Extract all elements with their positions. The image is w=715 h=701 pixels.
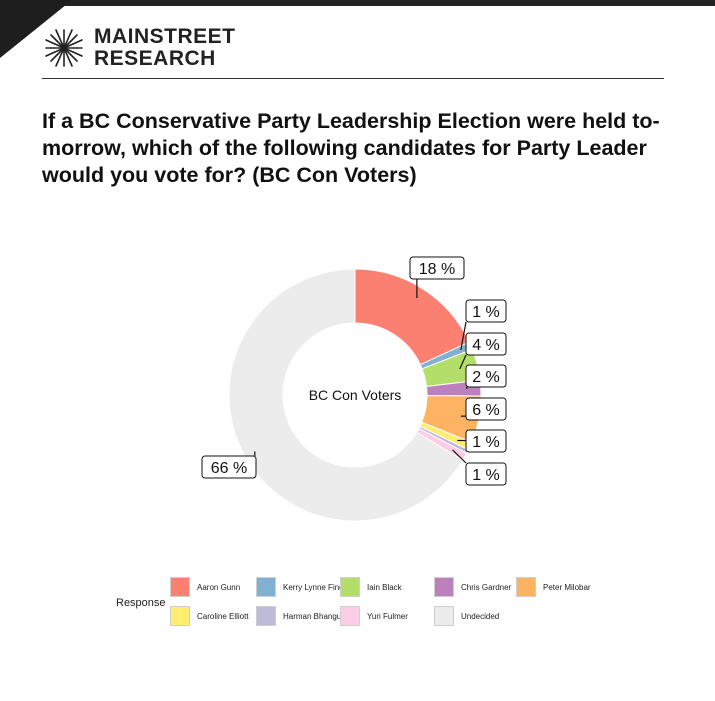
legend-label: Undecided [461,611,500,621]
legend-swatch [340,606,360,626]
mainstreet-logo-icon [45,29,83,67]
data-label-kerry-lynne-findlay: 1 % [472,304,500,321]
top-bar [0,0,715,6]
brand-line-1: MAINSTREET [94,25,236,48]
data-label-aaron-gunn: 18 % [419,261,455,278]
data-label-caroline-elliott: 1 % [472,434,500,451]
legend: Aaron Gunn Kerry Lynne Findlay Iain Black C… [170,576,630,632]
data-label-peter-milobar: 6 % [472,402,500,419]
label-box-caroline-elliott [465,429,507,453]
legend-swatch [516,577,536,597]
brand-line-2: RESEARCH [94,47,216,70]
legend-item-caroline-elliott: Caroline Elliott [170,605,249,627]
label-box-chris-gardner [465,364,507,388]
legend-item-undecided: Undecided [434,605,499,627]
leader-line-iain-black [459,354,467,370]
legend-swatch [256,577,276,597]
donut-chart: BC Con Voters 18 % 1 % 4 % 2 % 6 % 1 % 1 % 66 % [201,256,507,522]
legend-swatch [340,577,360,597]
legend-label: Yuri Fulmer [367,611,408,621]
legend-label: Caroline Elliott [197,611,249,621]
data-label-iain-black: 4 % [472,337,500,354]
legend-swatch [256,606,276,626]
legend-label: Kerry Lynne Findlay [283,582,354,592]
legend-item-chris-gardner: Chris Gardner [434,576,511,598]
legend-swatch [170,606,190,626]
label-box-peter-milobar [465,397,507,421]
legend-item-yuri-fulmer: Yuri Fulmer [340,605,408,627]
data-label-chris-gardner: 2 % [472,369,500,386]
legend-item-peter-milobar: Peter Milobar [516,576,591,598]
legend-item-kerry-lynne-findlay: Kerry Lynne Findlay [256,576,354,598]
legend-label: Iain Black [367,582,402,592]
legend-swatch [434,606,454,626]
legend-item-aaron-gunn: Aaron Gunn [170,576,240,598]
label-box-iain-black [465,332,507,356]
data-label-undecided: 66 % [211,460,247,477]
legend-item-harman-bhangu: Harman Bhangu [256,605,341,627]
corner-decoration [0,0,72,58]
legend-label: Aaron Gunn [197,582,241,592]
center-label: BC Con Voters [309,387,402,403]
slice-undecided [228,268,464,522]
leader-line-kerry-lynne-findlay [460,321,467,351]
legend-title: Response [116,597,166,609]
label-box-aaron-gunn [409,256,465,280]
header-divider [42,78,664,79]
legend-swatch [434,577,454,597]
brand-logo: MAINSTREET RESEARCH [42,26,236,70]
legend-label: Harman Bhangu [283,611,342,621]
legend-label: Chris Gardner [461,582,512,592]
question-title: If a BC Conservative Party Leadership El… [42,109,660,187]
leader-line-yuri-fulmer [452,449,467,464]
legend-swatch [170,577,190,597]
label-box-kerry-lynne-findlay [465,299,507,323]
label-box-yuri-fulmer [465,462,507,486]
brand-name: MAINSTREET RESEARCH [94,26,236,70]
legend-item-iain-black: Iain Black [340,576,402,598]
legend-label: Peter Milobar [543,582,591,592]
label-box-undecided [201,455,257,479]
data-label-yuri-fulmer: 1 % [472,467,500,484]
